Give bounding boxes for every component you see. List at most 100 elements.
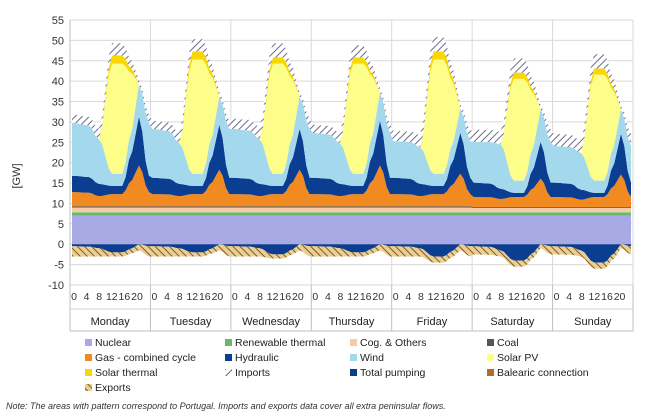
x-tick-label: 4	[164, 291, 170, 303]
legend-swatch-total-pumping	[350, 369, 357, 376]
y-tick-label: 30	[52, 117, 64, 129]
series-area-exports	[72, 244, 631, 269]
series-area-total-pumping	[72, 244, 631, 263]
series-area-renewable-thermal	[72, 212, 631, 216]
y-tick-label: 45	[52, 56, 64, 68]
y-tick-label: 0	[58, 239, 64, 251]
series-area-nuclear	[72, 215, 631, 245]
x-tick-label: 8	[579, 291, 585, 303]
y-axis-label: [GW]	[11, 163, 23, 188]
y-tick-label: 50	[52, 35, 64, 47]
x-tick-label: 4	[405, 291, 411, 303]
x-tick-label: 8	[177, 291, 183, 303]
legend-swatch-coal	[487, 339, 494, 346]
day-label: Thursday	[329, 316, 375, 328]
x-tick-label: 12	[186, 291, 198, 303]
y-tick-label: -5	[54, 260, 64, 272]
legend-swatch-renewable-thermal	[225, 339, 232, 346]
series-area-coal	[72, 206, 631, 208]
x-tick-label: 12	[347, 291, 359, 303]
legend-swatch-imports	[225, 369, 232, 376]
x-tick-label: 20	[453, 291, 465, 303]
x-tick-label: 0	[152, 291, 158, 303]
x-tick-label: 16	[119, 291, 131, 303]
y-tick-label: 20	[52, 158, 64, 170]
legend-swatch-hydraulic	[225, 354, 232, 361]
x-tick-label: 20	[372, 291, 384, 303]
legend-entry-cog-others: Cog. & Others	[360, 337, 427, 349]
x-tick-label: 4	[325, 291, 331, 303]
series-area-solar-pv	[72, 59, 631, 181]
x-tick-label: 20	[614, 291, 626, 303]
x-tick-label: 8	[498, 291, 504, 303]
legend-entry-gas-combined-cycle: Gas - combined cycle	[95, 352, 196, 364]
legend-swatch-balearic-connection	[487, 369, 494, 376]
legend-swatch-cog-others	[350, 339, 357, 346]
legend-entry-exports: Exports	[95, 382, 131, 394]
x-tick-label: 0	[232, 291, 238, 303]
series-area-imports	[72, 37, 631, 153]
legend-entry-wind: Wind	[360, 352, 384, 364]
x-tick-label: 20	[292, 291, 304, 303]
x-tick-label: 4	[245, 291, 251, 303]
x-tick-label: 0	[473, 291, 479, 303]
x-tick-label: 12	[508, 291, 520, 303]
legend-swatch-nuclear	[85, 339, 92, 346]
x-tick-label: 16	[279, 291, 291, 303]
legend-entry-total-pumping: Total pumping	[360, 367, 426, 379]
y-tick-label: 25	[52, 137, 64, 149]
x-tick-label: 20	[212, 291, 224, 303]
x-tick-label: 16	[440, 291, 452, 303]
x-tick-label: 8	[96, 291, 102, 303]
x-tick-label: 16	[360, 291, 372, 303]
day-label: Saturday	[490, 316, 535, 328]
x-tick-label: 12	[589, 291, 601, 303]
y-tick-label: -10	[48, 280, 64, 292]
series-area-hydraulic	[72, 116, 631, 200]
legend-swatch-wind	[350, 354, 357, 361]
y-tick-label: 40	[52, 76, 64, 88]
legend-swatch-solar-pv	[487, 354, 494, 361]
x-tick-label: 16	[199, 291, 211, 303]
x-tick-label: 16	[601, 291, 613, 303]
y-tick-label: 35	[52, 97, 64, 109]
y-tick-label: 5	[58, 219, 64, 231]
y-tick-label: 55	[52, 15, 64, 27]
day-label: Sunday	[574, 316, 612, 328]
legend-entry-balearic-connection: Balearic connection	[497, 367, 589, 379]
legend-entry-solar-pv: Solar PV	[497, 352, 538, 364]
series-area-wind	[72, 84, 631, 193]
x-tick-label: 4	[566, 291, 572, 303]
x-tick-label: 12	[106, 291, 118, 303]
x-tick-label: 0	[71, 291, 77, 303]
legend-swatch-solar-thermal	[85, 369, 92, 376]
x-tick-label: 8	[257, 291, 263, 303]
day-label: Monday	[91, 316, 131, 328]
legend-entry-renewable-thermal: Renewable thermal	[235, 337, 325, 349]
legend-entry-imports: Imports	[235, 367, 270, 379]
x-tick-label: 4	[84, 291, 90, 303]
x-tick-label: 8	[418, 291, 424, 303]
x-tick-label: 12	[267, 291, 279, 303]
legend-entry-coal: Coal	[497, 337, 519, 349]
x-tick-label: 12	[428, 291, 440, 303]
x-tick-label: 16	[521, 291, 533, 303]
x-tick-label: 0	[554, 291, 560, 303]
y-tick-label: 10	[52, 198, 64, 210]
x-tick-label: 0	[393, 291, 399, 303]
legend-entry-hydraulic: Hydraulic	[235, 352, 279, 364]
legend-entry-solar-thermal: Solar thermal	[95, 367, 157, 379]
series-area-gas-combined-cycle	[72, 165, 631, 208]
legend-swatch-exports	[85, 384, 92, 391]
y-tick-label: 15	[52, 178, 64, 190]
x-tick-label: 0	[312, 291, 318, 303]
chart-note: Note: The areas with pattern correspond …	[6, 401, 446, 411]
day-label: Tuesday	[170, 316, 212, 328]
day-label: Friday	[417, 316, 448, 328]
legend-swatch-gas-combined-cycle	[85, 354, 92, 361]
x-tick-label: 8	[338, 291, 344, 303]
series-area-cog-others	[72, 207, 631, 213]
x-tick-label: 20	[131, 291, 143, 303]
